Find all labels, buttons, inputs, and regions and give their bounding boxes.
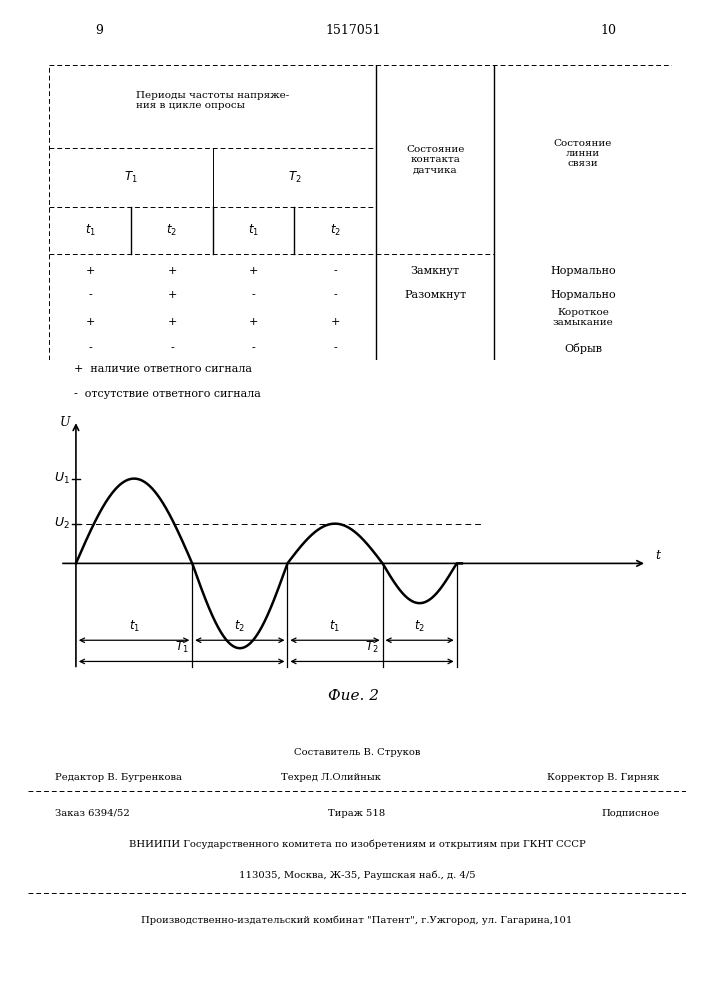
- Text: $T_1$: $T_1$: [124, 170, 138, 185]
- Text: Состояние
линни
связи: Состояние линни связи: [554, 139, 612, 168]
- Text: $T_2$: $T_2$: [288, 170, 301, 185]
- Text: Короткое
замыкание: Короткое замыкание: [553, 308, 614, 327]
- Text: -: -: [252, 343, 255, 353]
- Text: $t_1$: $t_1$: [129, 619, 139, 634]
- Text: $U_2$: $U_2$: [54, 516, 69, 531]
- Text: $t_2$: $t_2$: [234, 619, 245, 634]
- Text: $t_1$: $t_1$: [248, 223, 259, 238]
- Text: Состояние
контакта
датчика: Состояние контакта датчика: [406, 144, 464, 174]
- Text: -: -: [334, 266, 337, 276]
- Text: +: +: [331, 317, 340, 327]
- Text: $t_2$: $t_2$: [166, 223, 177, 238]
- Text: +: +: [168, 290, 177, 300]
- Text: +: +: [168, 266, 177, 276]
- Text: 10: 10: [600, 24, 616, 37]
- Text: 113035, Москва, Ж-35, Раушская наб., д. 4/5: 113035, Москва, Ж-35, Раушская наб., д. …: [239, 870, 475, 880]
- Text: Фие. 2: Фие. 2: [328, 689, 379, 703]
- Text: -: -: [334, 343, 337, 353]
- Text: Разомкнут: Разомкнут: [404, 290, 467, 300]
- Text: -: -: [170, 343, 174, 353]
- Text: Составитель В. Струков: Составитель В. Струков: [294, 748, 420, 757]
- Text: $t_1$: $t_1$: [85, 223, 96, 238]
- Text: $T_2$: $T_2$: [366, 640, 379, 655]
- Text: -  отсутствие ответного сигнала: - отсутствие ответного сигнала: [74, 389, 262, 399]
- Text: -: -: [334, 290, 337, 300]
- Text: Нормально: Нормально: [550, 290, 616, 300]
- Text: Производственно-издательский комбинат "Патент", г.Ужгород, ул. Гагарина,101: Производственно-издательский комбинат "П…: [141, 916, 573, 925]
- Text: +: +: [86, 266, 95, 276]
- Text: t: t: [655, 549, 660, 562]
- Text: Тираж 518: Тираж 518: [329, 809, 385, 818]
- Text: $t_2$: $t_2$: [329, 223, 341, 238]
- Text: U: U: [60, 416, 71, 429]
- Text: +: +: [168, 317, 177, 327]
- Text: -: -: [88, 290, 92, 300]
- Text: +  наличие ответного сигнала: + наличие ответного сигнала: [74, 364, 252, 374]
- Text: Заказ 6394/52: Заказ 6394/52: [54, 809, 129, 818]
- Text: Корректор В. Гирняк: Корректор В. Гирняк: [547, 773, 660, 782]
- Text: 9: 9: [95, 24, 103, 37]
- Text: 1517051: 1517051: [326, 24, 381, 37]
- Text: $T_1$: $T_1$: [175, 640, 189, 655]
- Text: +: +: [249, 266, 258, 276]
- Text: Редактор В. Бугренкова: Редактор В. Бугренкова: [54, 773, 182, 782]
- Text: Периоды частоты напряже-
ния в цикле опросы: Периоды частоты напряже- ния в цикле опр…: [136, 91, 289, 110]
- Text: -: -: [88, 343, 92, 353]
- Text: Нормально: Нормально: [550, 266, 616, 276]
- Text: +: +: [86, 317, 95, 327]
- Text: +: +: [249, 317, 258, 327]
- Text: -: -: [252, 290, 255, 300]
- Text: Техред Л.Олийнык: Техред Л.Олийнык: [281, 773, 381, 782]
- Text: $t_1$: $t_1$: [329, 619, 341, 634]
- Text: Обрыв: Обрыв: [564, 343, 602, 354]
- Text: ВНИИПИ Государственного комитета по изобретениям и открытиям при ГКНТ СССР: ВНИИПИ Государственного комитета по изоб…: [129, 839, 585, 849]
- Text: Замкнут: Замкнут: [411, 266, 460, 276]
- Text: $t_2$: $t_2$: [414, 619, 425, 634]
- Text: Подписное: Подписное: [601, 809, 660, 818]
- Text: $U_1$: $U_1$: [54, 471, 69, 486]
